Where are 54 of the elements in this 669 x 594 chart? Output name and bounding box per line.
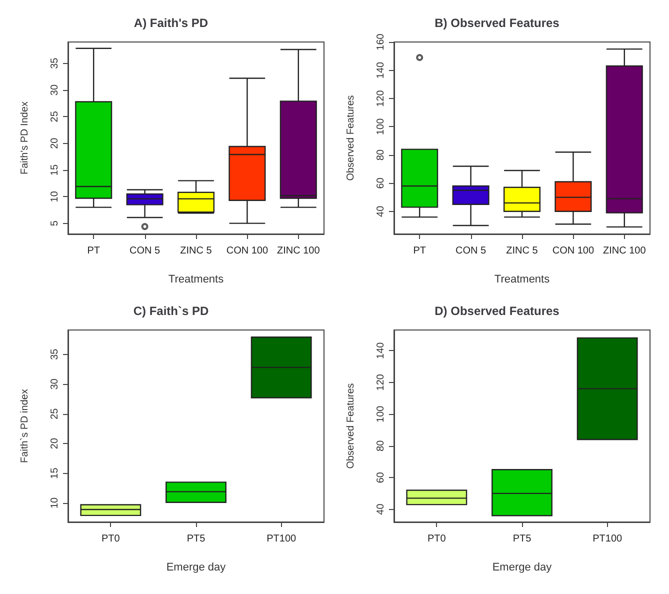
x-axis-title: Emerge day	[166, 562, 226, 574]
y-tick-label: 25	[50, 110, 60, 122]
y-tick-label: 120	[376, 374, 386, 391]
y-tick-label: 10	[50, 496, 60, 509]
y-tick-label: 35	[50, 348, 60, 360]
y-tick-label: 80	[376, 148, 386, 161]
x-tick-label: ZINC 5	[180, 246, 212, 256]
y-tick-label: 15	[50, 467, 60, 479]
x-tick-label: CON 5	[456, 246, 487, 256]
y-tick-label: 80	[376, 440, 386, 452]
y-tick-label: 10	[50, 190, 60, 202]
y-tick-label: 140	[376, 342, 386, 359]
y-tick-label: 20	[50, 438, 60, 450]
chart-title: B) Observed Features	[434, 16, 560, 30]
y-axis-title: Faith's PD Index	[20, 101, 30, 175]
x-tick-label: CON 5	[130, 246, 161, 256]
x-tick-label: PT	[413, 246, 426, 256]
y-tick-label: 140	[376, 61, 386, 79]
y-tick-label: 120	[376, 90, 386, 107]
x-tick-label: PT100	[592, 534, 622, 544]
x-tick-label: PT5	[512, 534, 532, 544]
x-tick-label: PT5	[186, 534, 206, 544]
y-tick-label: 60	[376, 177, 386, 189]
y-tick-label: 20	[50, 137, 60, 149]
y-tick-label: 60	[376, 472, 386, 484]
y-tick-label: 30	[50, 378, 60, 390]
x-tick-label: CON 100	[226, 246, 268, 256]
y-axis-title: Observed Features	[346, 95, 356, 181]
x-tick-label: ZINC 100	[603, 246, 646, 256]
y-tick-label: 5	[50, 220, 60, 226]
x-tick-label: PT0	[427, 534, 446, 544]
y-tick-label: 15	[50, 164, 60, 176]
y-tick-label: 160	[376, 33, 386, 50]
x-axis-title: Treatments	[168, 274, 224, 286]
y-tick-label: 30	[50, 84, 60, 96]
chart-title: C) Faith`s PD	[133, 304, 209, 318]
x-axis-title: Emerge day	[492, 562, 552, 574]
y-tick-label: 100	[376, 405, 386, 422]
y-axis-title: Faith`s PD index	[20, 389, 30, 463]
x-tick-label: PT100	[266, 534, 296, 544]
y-tick-label: 35	[50, 57, 60, 69]
chart-title: D) Observed Features	[434, 304, 560, 318]
x-tick-label: ZINC 5	[506, 246, 538, 256]
chart-title: A) Faith's PD	[134, 16, 208, 30]
x-tick-label: PT0	[101, 534, 120, 544]
x-tick-label: PT	[87, 246, 100, 256]
y-tick-label: 100	[376, 118, 386, 136]
x-tick-label: CON 100	[552, 246, 594, 256]
x-axis-title: Treatments	[494, 274, 550, 286]
y-axis-title: Observed Features	[346, 383, 356, 469]
y-tick-label: 40	[376, 205, 386, 217]
y-tick-label: 40	[376, 503, 386, 515]
y-tick-label: 25	[50, 408, 60, 420]
x-tick-label: ZINC 100	[277, 246, 320, 256]
